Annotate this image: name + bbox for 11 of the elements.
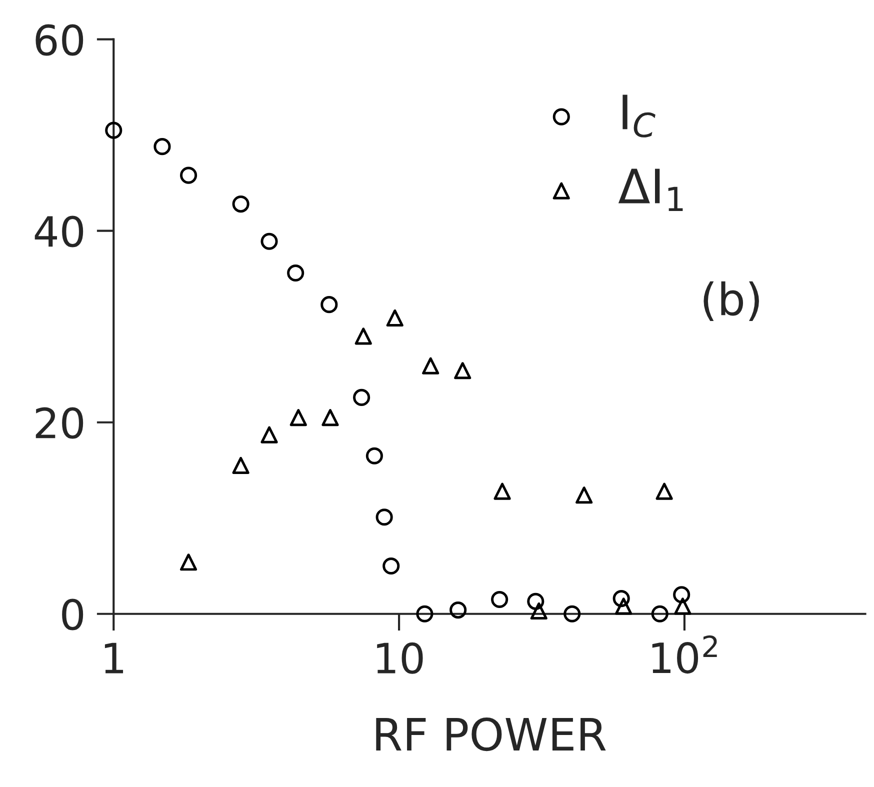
- x-axis-title: RF POWER: [376, 717, 606, 752]
- legend-label: I$_{C}$: [622, 94, 656, 138]
- annotation: (b): [704, 281, 759, 321]
- y-tick-label: 20: [36, 407, 84, 439]
- x-tick-label: 1: [104, 642, 124, 674]
- x-tick-label: 10: [377, 642, 423, 674]
- x-tick-label: 10$^{2}$: [652, 635, 717, 674]
- y-tick-label: 60: [36, 24, 84, 56]
- y-tick-label: 40: [34, 216, 84, 248]
- y-tick-label: 0: [62, 598, 84, 630]
- legend-label: ΔI$_{1}$: [618, 168, 683, 211]
